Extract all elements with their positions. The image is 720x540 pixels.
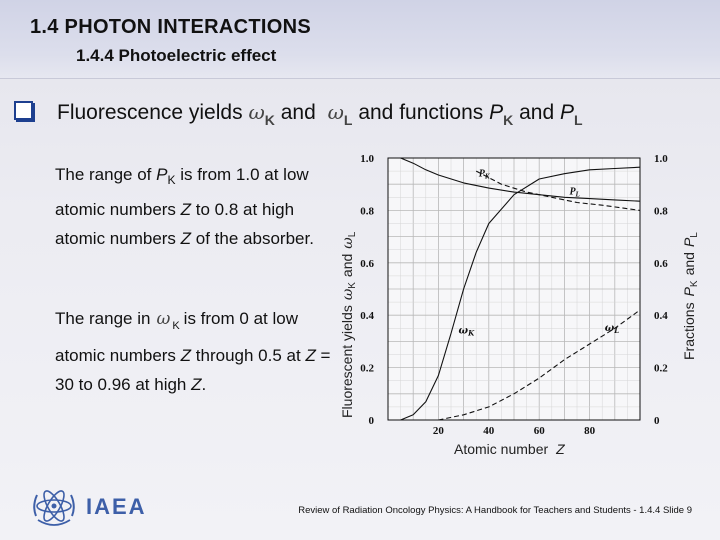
y-axis-label-left: Fluorescent yieldsωKandωL xyxy=(339,231,358,418)
omega-k-symbol: ω xyxy=(248,100,265,124)
p1-part1: The range of xyxy=(55,165,157,184)
y-tick-label-right: 0.4 xyxy=(654,310,668,322)
bullet-suffix: and functions xyxy=(358,101,484,124)
series-label-ω_L: ωL xyxy=(605,323,620,335)
y-axis-label-right: FractionsPKandPL xyxy=(681,232,700,360)
x-tick-label: 20 xyxy=(433,425,445,437)
p2-part2: is from 0 at low atomic numbers xyxy=(55,309,298,365)
p2-z3: Z xyxy=(191,375,202,394)
y-tick-label-left: 0 xyxy=(369,415,375,427)
bullet-and-1: and xyxy=(280,101,316,124)
y-tick-label-right: 0.8 xyxy=(654,205,668,217)
x-tick-label: 60 xyxy=(534,425,546,437)
iaea-logo: IAEA xyxy=(28,480,158,537)
omega-k-sub: K xyxy=(264,112,275,128)
x-tick-label: 80 xyxy=(584,425,596,437)
p1-p: P xyxy=(156,165,168,184)
series-line-ω_L xyxy=(438,309,641,421)
p2-omega: ω xyxy=(156,309,171,329)
series-label-layer: PK PL ωK ωL xyxy=(459,168,620,337)
series-label-ω_K: ωK xyxy=(459,326,476,338)
tick-layer: 20 40 60 80 0 0 0.2 0.2 0.4 0.4 0.6 0.6 0.8 0.8 1.0 1.0 xyxy=(360,153,668,437)
pl-symbol: P xyxy=(559,101,574,124)
omega-l-symbol: ω xyxy=(327,100,344,124)
series-line-P_K xyxy=(400,157,641,202)
y-tick-label-right: 0.6 xyxy=(654,258,668,270)
bullet-and-2: and xyxy=(519,101,555,124)
p2-omega-sub: K xyxy=(172,320,180,332)
p1-part3: to 0.8 at high atomic numbers xyxy=(55,200,295,248)
y-tick-label-left: 0.6 xyxy=(360,258,374,270)
footer-citation: Review of Radiation Oncology Physics: A … xyxy=(298,505,692,516)
pk-symbol: P xyxy=(489,101,504,124)
p1-z2: Z xyxy=(180,229,192,248)
y-tick-label-left: 0.8 xyxy=(360,205,374,217)
y-tick-label-left: 0.2 xyxy=(360,363,374,375)
pk-sub: K xyxy=(503,112,514,128)
slide-subtitle: 1.4.4 Photoelectric effect xyxy=(76,46,277,65)
y-tick-label-right: 1.0 xyxy=(654,153,668,165)
series-line-ω_K xyxy=(400,166,641,421)
paragraph-pk-range: The range of PK is from 1.0 at low atomi… xyxy=(55,160,315,253)
y-tick-label-left: 1.0 xyxy=(360,153,374,165)
y-tick-label-left: 0.4 xyxy=(360,310,374,322)
p1-part4: of the absorber. xyxy=(191,229,314,248)
y-tick-label-right: 0 xyxy=(654,415,660,427)
p2-z1: Z xyxy=(180,346,192,365)
p2-part1: The range in xyxy=(55,309,151,328)
series-label-P_K: PK xyxy=(479,168,491,180)
series-layer xyxy=(400,157,641,421)
grid-layer xyxy=(388,158,640,420)
plot-frame xyxy=(387,157,641,421)
checkbox-bullet-icon xyxy=(14,101,33,120)
pl-sub: L xyxy=(574,112,583,128)
series-label-P_L: PL xyxy=(569,187,579,199)
p1-part2: is from 1.0 at low atomic numbers xyxy=(55,165,309,219)
bullet-heading: Fluorescence yields ωK and ωL and functi… xyxy=(14,100,583,128)
slide-title: 1.4 PHOTON INTERACTIONS xyxy=(30,16,312,38)
series-line-P_L xyxy=(475,170,641,211)
p1-p-sub: K xyxy=(167,173,176,187)
omega-l-sub: L xyxy=(343,112,353,128)
iaea-logo-text: IAEA xyxy=(86,494,147,519)
fluorescence-yield-chart: 20 40 60 80 0 0 0.2 0.2 0.4 0.4 0.6 0.6 0.8 0.8 1.0 1.0… xyxy=(339,153,700,457)
y-tick-label-right: 0.2 xyxy=(654,363,668,375)
p2-part3: through 0.5 at xyxy=(191,346,306,365)
bullet-prefix: Fluorescence yields xyxy=(57,101,243,124)
p2-z2: Z xyxy=(305,346,316,365)
header-banner: 1.4 PHOTON INTERACTIONS 1.4.4 Photoelect… xyxy=(0,0,720,79)
p2-part4: = 30 to 0.96 at high xyxy=(55,346,331,394)
x-tick-label: 40 xyxy=(483,425,495,437)
x-axis-label: Atomic number Z xyxy=(454,441,565,457)
iaea-emblem-icon: IAEA xyxy=(33,490,147,526)
p1-z1: Z xyxy=(180,200,192,219)
p2-part5: . xyxy=(201,375,207,394)
